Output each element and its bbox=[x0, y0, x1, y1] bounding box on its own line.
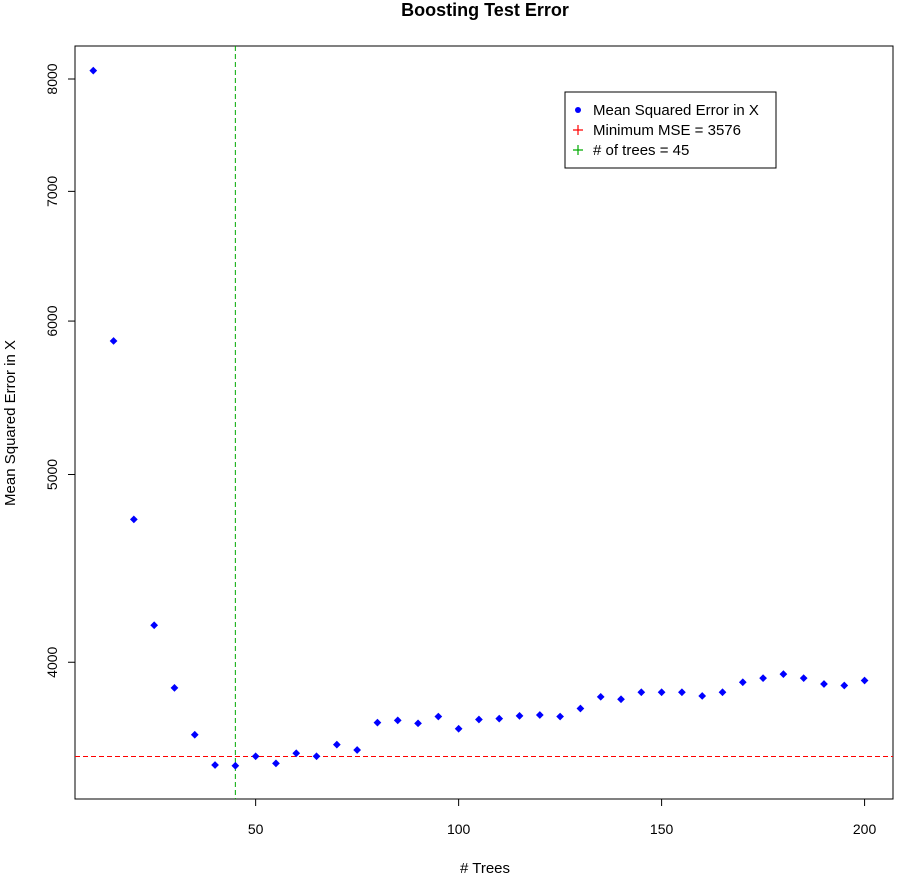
data-point bbox=[434, 712, 443, 721]
data-point bbox=[799, 674, 808, 683]
y-axis-label: Mean Squared Error in X bbox=[2, 340, 19, 506]
data-point bbox=[718, 688, 727, 697]
data-point bbox=[414, 719, 422, 728]
data-point bbox=[495, 714, 504, 723]
data-point bbox=[657, 688, 666, 697]
chart-title: Boosting Test Error bbox=[401, 0, 569, 20]
data-point bbox=[535, 711, 544, 719]
legend-label: Minimum MSE = 3576 bbox=[593, 122, 741, 139]
data-point bbox=[759, 674, 767, 683]
data-point bbox=[820, 680, 828, 688]
legend-marker-dot bbox=[575, 107, 581, 113]
data-point bbox=[454, 724, 463, 733]
x-tick-label: 50 bbox=[248, 821, 264, 837]
data-point bbox=[698, 692, 707, 700]
plot-area bbox=[74, 45, 894, 800]
legend-marker-plus bbox=[573, 125, 583, 135]
data-point bbox=[393, 716, 402, 725]
data-point bbox=[637, 688, 646, 697]
data-point bbox=[312, 752, 321, 761]
data-point bbox=[373, 718, 382, 727]
y-tick-label: 8000 bbox=[44, 63, 60, 94]
data-point bbox=[353, 746, 362, 754]
data-point bbox=[109, 337, 118, 345]
x-tick-label: 100 bbox=[447, 821, 471, 837]
y-tick-label: 7000 bbox=[44, 176, 60, 207]
data-point bbox=[231, 761, 240, 770]
data-point bbox=[617, 695, 625, 704]
reference-lines bbox=[75, 46, 893, 799]
data-point bbox=[556, 712, 564, 721]
legend: Mean Squared Error in X Minimum MSE = 357… bbox=[564, 91, 777, 169]
y-tick-label: 6000 bbox=[44, 305, 60, 336]
legend-marker-plus bbox=[573, 145, 583, 155]
x-axis: 50 100 150 200 bbox=[248, 799, 877, 837]
y-tick-label: 4000 bbox=[44, 646, 60, 677]
data-point bbox=[576, 704, 585, 713]
data-point bbox=[840, 681, 849, 690]
legend-box bbox=[564, 91, 777, 169]
data-point bbox=[211, 761, 219, 769]
data-point bbox=[738, 678, 747, 687]
x-axis-label: # Trees bbox=[460, 860, 510, 877]
data-point bbox=[190, 730, 199, 739]
data-point bbox=[170, 684, 179, 692]
data-point bbox=[251, 752, 260, 761]
data-point bbox=[596, 692, 605, 701]
plot-frame bbox=[74, 45, 894, 800]
data-point bbox=[89, 66, 98, 75]
data-point bbox=[475, 715, 483, 724]
data-points bbox=[89, 66, 869, 770]
data-point bbox=[678, 688, 686, 697]
data-point bbox=[860, 676, 869, 685]
legend-label: Mean Squared Error in X bbox=[593, 102, 759, 119]
y-tick-label: 5000 bbox=[44, 459, 60, 490]
data-point bbox=[515, 712, 524, 720]
y-axis: 4000 5000 6000 7000 8000 bbox=[44, 63, 75, 678]
data-point bbox=[150, 621, 159, 630]
data-point bbox=[292, 749, 301, 758]
x-tick-label: 200 bbox=[853, 821, 877, 837]
data-point bbox=[129, 515, 138, 524]
data-point bbox=[779, 670, 788, 678]
legend-label: # of trees = 45 bbox=[593, 142, 689, 159]
data-point bbox=[272, 759, 280, 768]
data-point bbox=[332, 740, 341, 749]
x-tick-label: 150 bbox=[650, 821, 674, 837]
